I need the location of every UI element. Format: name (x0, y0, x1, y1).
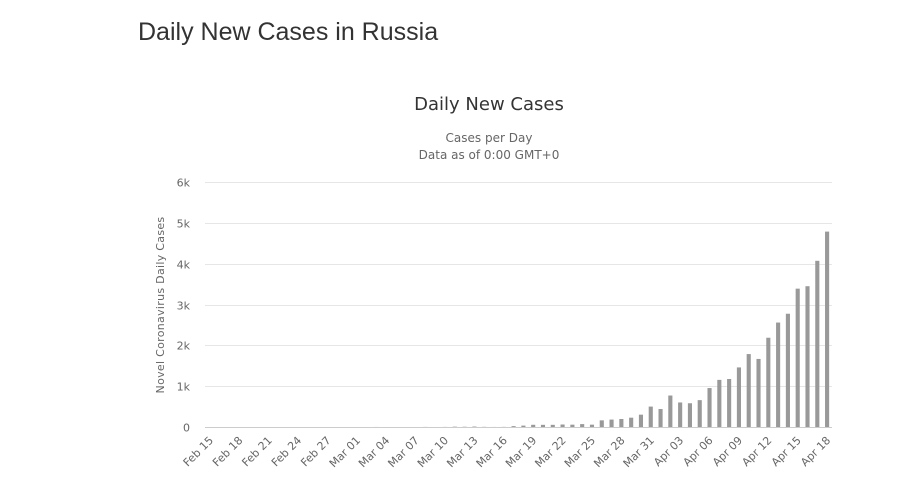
x-tick-label: Mar 16 (474, 434, 510, 470)
y-tick-label: 6k (177, 177, 191, 190)
bar[interactable] (825, 232, 829, 427)
y-axis-ticks: 0 1k 2k 3k 4k 5k 6k (177, 177, 191, 435)
x-tick-label: Apr 03 (651, 434, 686, 469)
x-tick-label: Feb 24 (269, 434, 304, 469)
bar[interactable] (570, 425, 574, 427)
x-tick-label: Mar 10 (415, 434, 451, 470)
bar[interactable] (512, 426, 516, 427)
x-tick-label: Mar 31 (621, 434, 657, 470)
bar[interactable] (707, 388, 711, 427)
x-tick-label: Apr 18 (798, 434, 833, 469)
x-tick-label: Mar 19 (503, 434, 539, 470)
x-tick-label: Mar 22 (532, 434, 568, 470)
x-tick-label: Mar 13 (444, 434, 480, 470)
bar[interactable] (551, 425, 555, 427)
bar[interactable] (688, 403, 692, 427)
bar[interactable] (619, 419, 623, 427)
x-tick-label: Mar 25 (562, 434, 598, 470)
bar[interactable] (727, 379, 731, 427)
bar[interactable] (796, 289, 800, 427)
bar[interactable] (600, 420, 604, 427)
bar[interactable] (659, 409, 663, 427)
bar[interactable] (668, 396, 672, 427)
y-tick-label: 0 (183, 422, 190, 435)
x-tick-label: Feb 15 (181, 434, 216, 469)
bar[interactable] (610, 420, 614, 427)
y-tick-label: 3k (177, 300, 191, 313)
bar[interactable] (805, 286, 809, 427)
chart-title: Daily New Cases (414, 94, 564, 115)
x-tick-label: Feb 18 (210, 434, 245, 469)
bar[interactable] (590, 425, 594, 427)
y-tick-label: 5k (177, 218, 191, 231)
x-tick-label: Feb 27 (298, 434, 333, 469)
x-tick-label: Mar 04 (356, 434, 392, 470)
bar[interactable] (776, 323, 780, 427)
bar[interactable] (815, 261, 819, 427)
bar[interactable] (649, 407, 653, 427)
x-tick-label: Mar 07 (385, 434, 421, 470)
bar[interactable] (678, 402, 682, 427)
bar[interactable] (541, 425, 545, 427)
bar[interactable] (629, 418, 633, 427)
y-tick-label: 4k (177, 259, 191, 272)
bar[interactable] (766, 338, 770, 427)
y-tick-label: 1k (177, 381, 191, 394)
bar[interactable] (747, 354, 751, 427)
y-axis-label: Novel Coronavirus Daily Cases (154, 217, 167, 394)
chart-subtitle-line-2: Data as of 0:00 GMT+0 (419, 148, 560, 162)
bar[interactable] (756, 359, 760, 427)
bar[interactable] (521, 426, 525, 427)
bar[interactable] (639, 415, 643, 427)
x-tick-label: Apr 15 (769, 434, 804, 469)
bars (374, 232, 829, 427)
x-tick-label: Apr 09 (710, 434, 745, 469)
bar[interactable] (698, 400, 702, 427)
bar[interactable] (561, 425, 565, 427)
bar[interactable] (786, 314, 790, 427)
y-tick-label: 2k (177, 340, 191, 353)
x-tick-label: Mar 01 (327, 434, 363, 470)
chart-subtitle-line-1: Cases per Day (446, 131, 533, 145)
bar[interactable] (531, 425, 535, 427)
x-tick-label: Apr 12 (739, 434, 774, 469)
bar[interactable] (580, 424, 584, 427)
bar[interactable] (737, 367, 741, 427)
x-tick-label: Apr 06 (681, 434, 716, 469)
bar[interactable] (717, 380, 721, 427)
x-tick-label: Mar 28 (591, 434, 627, 470)
x-tick-label: Feb 21 (239, 434, 274, 469)
